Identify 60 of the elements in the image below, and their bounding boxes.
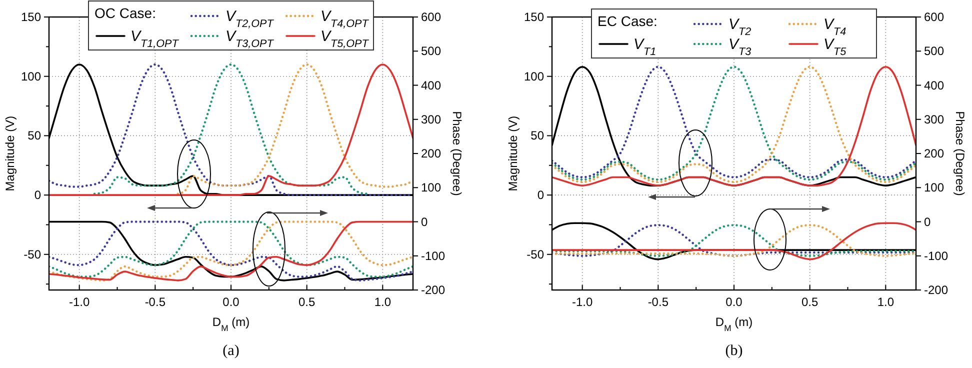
legend-label: V$_{T4,OPT}$	[320, 8, 370, 30]
y2-tick-label: 600	[421, 10, 442, 24]
x-axis-title: D$_{M}$ (m)	[212, 315, 250, 333]
x-tick-label: -1.0	[68, 295, 90, 309]
x-tick-label: -0.5	[648, 295, 669, 309]
legend-label: V$_{T2,OPT}$	[226, 8, 275, 30]
y-tick-label: 150	[524, 10, 544, 24]
legend-label: V$_{T5}$	[824, 36, 848, 58]
y2-tick-label: 0	[924, 214, 931, 229]
legend-label: V$_{T2}$	[728, 16, 752, 38]
x-tick-label: 0.5	[298, 295, 316, 309]
legend-label: V$_{T3}$	[728, 36, 752, 58]
y2-tick-label: 200	[924, 146, 944, 160]
y-tick-label: 50	[28, 128, 42, 143]
legend-label: V$_{T3,OPT}$	[226, 28, 275, 50]
y2-tick-label: 400	[924, 78, 944, 92]
y2-tick-label: 300	[421, 112, 442, 126]
y2-tick-label: 200	[421, 146, 442, 160]
y2-tick-label: -100	[924, 248, 948, 263]
y2-tick-label: 300	[924, 112, 944, 126]
y2-tick-label: -200	[421, 283, 446, 297]
y-tick-label: 0	[34, 188, 42, 202]
x-tick-label: 0.0	[222, 295, 240, 309]
x-axis-title: D$_{M}$ (m)	[715, 315, 753, 333]
text: (a)	[222, 343, 240, 359]
y2-axis-title: Phase (Degree)	[953, 111, 967, 196]
y2-tick-label: 0	[421, 214, 428, 229]
text: (b)	[725, 343, 743, 359]
y2-tick-label: 100	[924, 180, 944, 195]
x-tick-label: 0.0	[726, 295, 743, 309]
y2-tick-label: -200	[924, 283, 948, 297]
y2-tick-label: 400	[421, 78, 442, 92]
legend-label: V$_{T5,OPT}$	[320, 28, 370, 50]
y2-tick-label: 500	[421, 44, 442, 58]
x-tick-label: 0.5	[801, 295, 818, 309]
y-tick-label: -50	[24, 247, 42, 262]
legend-label: V$_{T4}$	[824, 16, 846, 38]
x-tick-label: 1.0	[374, 295, 392, 309]
x-tick-label: 1.0	[877, 295, 894, 309]
y-tick-label: 100	[524, 69, 544, 84]
y2-tick-label: 500	[924, 44, 944, 58]
x-tick-label: -1.0	[572, 295, 593, 309]
y2-tick-label: -100	[421, 248, 446, 263]
y-tick-label: -50	[526, 247, 544, 262]
legend-title: OC Case:	[94, 5, 156, 21]
y2-tick-label: 600	[924, 10, 944, 24]
y-tick-label: 50	[530, 128, 544, 143]
x-tick-label: -0.5	[144, 295, 166, 309]
y2-tick-label: 100	[421, 180, 442, 195]
y2-axis-title: Phase (Degree)	[450, 111, 464, 196]
legend-label: V$_{T1,OPT}$	[130, 28, 180, 50]
legend-title: EC Case:	[598, 13, 658, 29]
y-axis-title: Magnitude (V)	[506, 116, 520, 192]
legend-label: V$_{T1}$	[634, 36, 656, 58]
y-tick-label: 100	[20, 69, 42, 84]
y-tick-label: 150	[20, 10, 42, 24]
line-series	[176, 63, 413, 195]
line-series	[93, 63, 369, 195]
y-axis-title: Magnitude (V)	[3, 116, 17, 192]
y-tick-label: 0	[537, 188, 544, 202]
